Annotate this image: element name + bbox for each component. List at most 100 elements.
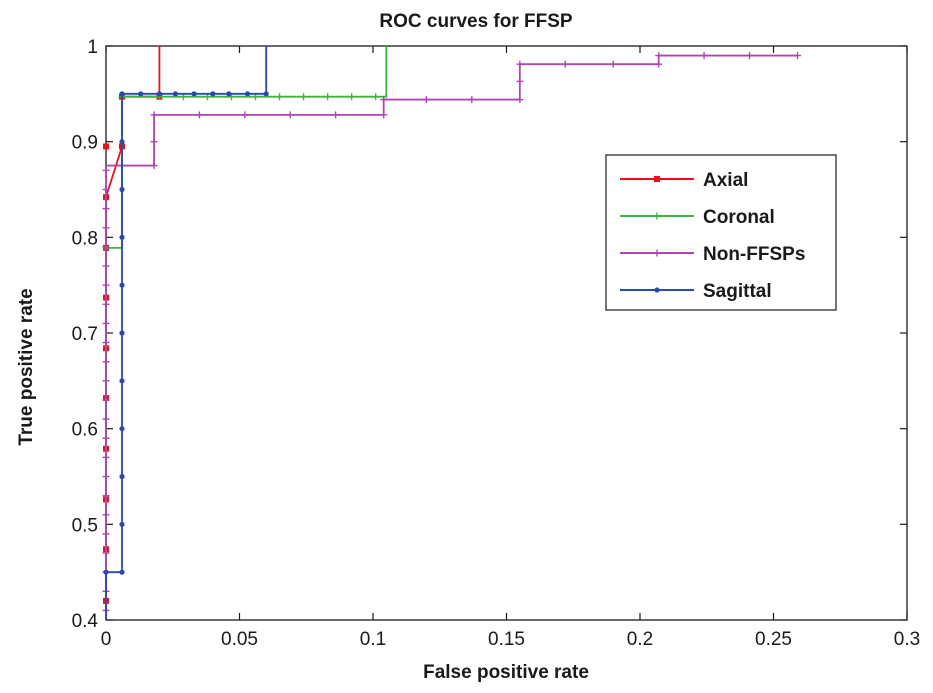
data-point-sagittal [119,378,125,384]
data-point-non-ffsps [102,453,110,461]
data-point-sagittal [263,91,269,97]
legend-label-sagittal: Sagittal [703,281,772,302]
legend-label-non-ffsps: Non-FFSPs [703,244,805,265]
data-point-sagittal [119,426,125,432]
data-point-sagittal [103,569,109,575]
data-point-non-ffsps [102,549,110,557]
data-point-coronal [300,93,308,101]
data-point-non-ffsps [609,60,617,68]
data-point-coronal [276,93,284,101]
data-point-sagittal [119,330,125,336]
data-point-non-ffsps [150,111,158,119]
legend-marker-sagittal [654,287,660,293]
y-tick-label: 0.6 [72,420,98,441]
data-point-non-ffsps [102,262,110,270]
data-point-non-ffsps [561,60,569,68]
data-point-sagittal [119,521,125,527]
legend-entry-sagittal: Sagittal [620,281,772,302]
data-point-non-ffsps [102,166,110,174]
x-tick-label: 0.3 [894,629,920,650]
data-point-non-ffsps [102,415,110,423]
chart-title: ROC curves for FFSP [379,11,573,32]
data-point-non-ffsps [655,52,663,60]
legend-label-coronal: Coronal [703,207,775,228]
data-point-non-ffsps [150,162,158,170]
data-point-non-ffsps [794,52,802,60]
data-point-non-ffsps [102,186,110,193]
data-point-non-ffsps [102,473,110,480]
data-point-non-ffsps [102,243,110,251]
legend-entry-non-ffsps: Non-FFSPs [620,244,805,265]
data-point-non-ffsps [102,205,110,213]
y-tick-label: 0.4 [72,611,99,632]
data-point-non-ffsps [150,138,158,146]
x-tick-label: 0 [101,629,112,650]
data-point-non-ffsps [102,377,110,385]
data-point-axial [103,143,109,150]
data-point-non-ffsps [516,96,524,104]
series-sagittal [103,46,269,620]
data-point-sagittal [119,139,125,145]
legend-box [605,154,837,311]
y-tick-label: 0.7 [72,324,98,345]
y-tick-label: 0.9 [72,133,98,154]
series-non-ffsps [102,52,802,620]
y-tick-label: 1 [87,37,98,58]
legend-entry-axial: Axial [620,170,748,191]
data-point-sagittal [226,91,232,97]
data-point-non-ffsps [241,111,249,119]
data-point-non-ffsps [655,60,663,68]
data-point-non-ffsps [102,511,110,519]
y-tick-label: 0.8 [72,228,98,249]
data-point-non-ffsps [745,52,753,60]
data-point-coronal [372,93,380,101]
legend: Axial Coronal Non-FFSPs Sagittal [605,154,837,311]
data-point-non-ffsps [102,434,110,442]
legend-marker-coronal [653,212,661,220]
data-point-sagittal [210,91,216,97]
plot-area: 0 0.05 0.1 0.15 0.2 0.25 0.3 0.4 0.5 0.6 0.7 0.8 0.9… [72,37,921,650]
data-point-non-ffsps [468,96,476,104]
data-point-non-ffsps [102,224,110,232]
data-point-non-ffsps [380,111,388,119]
data-point-sagittal [119,186,125,193]
data-point-sagittal [119,282,125,288]
data-point-sagittal [119,569,125,575]
data-point-coronal [348,93,356,101]
plot-frame [105,45,908,621]
data-point-coronal [324,93,332,101]
data-point-non-ffsps [700,52,708,60]
x-tick-label: 0.2 [627,629,653,650]
data-point-non-ffsps [102,319,110,327]
x-tick-label: 0.05 [221,629,258,650]
data-point-sagittal [119,91,125,97]
data-point-non-ffsps [286,111,294,119]
data-point-non-ffsps [102,396,110,404]
data-point-non-ffsps [102,530,110,538]
legend-marker-axial [654,176,660,182]
x-tick-label: 0.25 [755,629,792,650]
data-point-sagittal [172,91,179,97]
data-point-sagittal [244,91,251,97]
data-point-sagittal [138,91,144,97]
y-tick-label: 0.5 [72,515,98,536]
data-point-non-ffsps [102,358,110,366]
data-point-non-ffsps [102,492,110,500]
data-point-sagittal [119,473,125,480]
data-point-non-ffsps [516,77,524,85]
x-tick-label: 0.1 [360,629,386,650]
data-point-non-ffsps [195,111,203,119]
data-point-sagittal [191,91,197,97]
data-point-non-ffsps [102,339,110,347]
legend-label-axial: Axial [703,170,748,191]
data-point-non-ffsps [380,96,388,104]
data-point-non-ffsps [102,300,110,308]
legend-marker-non-ffsps [653,249,661,257]
x-axis-label: False positive rate [423,662,589,683]
data-point-non-ffsps [102,281,110,289]
data-point-sagittal [156,91,162,97]
x-tick-label: 0.15 [488,629,525,650]
data-point-non-ffsps [516,60,524,68]
